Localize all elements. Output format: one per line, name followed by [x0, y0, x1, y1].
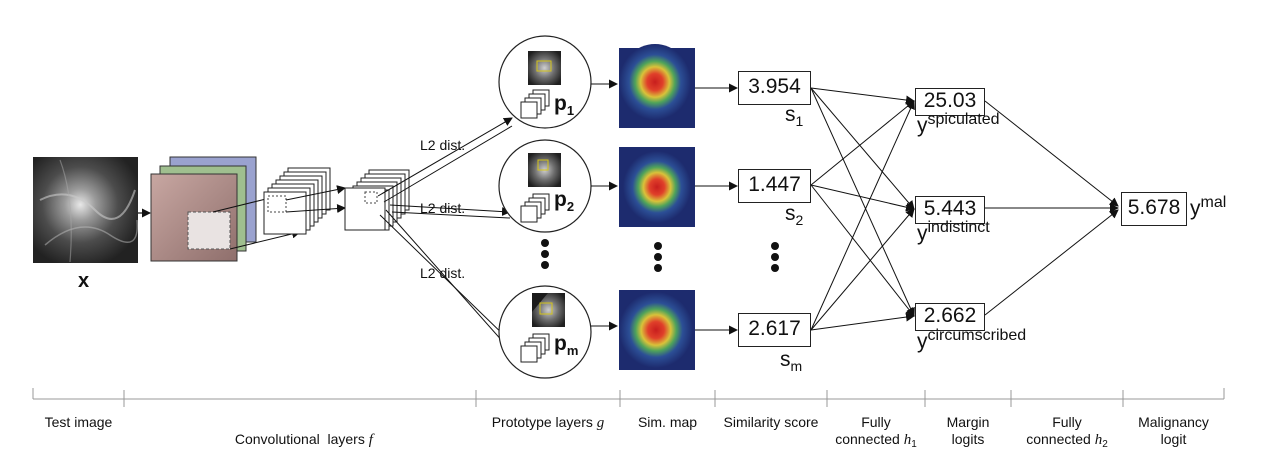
fc-h2-connections — [984, 100, 1119, 316]
conv-feature-stack-1 — [263, 167, 331, 235]
fc-h1-connections — [810, 87, 915, 331]
proto-to-map-arrows — [591, 79, 618, 331]
prototype-label-2: p2 — [554, 188, 575, 214]
similarity-score-symbol-1: s1 — [785, 103, 804, 129]
prototype-unit-1 — [498, 35, 592, 129]
margin-logit-box-circumscribed: 2.662 — [915, 303, 985, 331]
l2-distance-label-2: L2 dist. — [420, 200, 466, 216]
similarity-score-symbol-2: s2 — [785, 202, 804, 228]
stage-fully-connected-h2: Fully connected h2 — [1026, 414, 1108, 450]
prototype-label-1: p1 — [554, 92, 575, 118]
margin-logit-box-indistinct: 5.443 — [915, 196, 985, 224]
similarity-score-symbol-m: sm — [780, 348, 803, 374]
test-image — [33, 157, 138, 263]
stage-similarity-score: Similarity score — [723, 414, 819, 430]
l2-distance-label-3: L2 dist. — [420, 265, 466, 281]
stage-convolutional-layers: Convolutional layers f — [234, 431, 373, 448]
stage-malignancy-logit: Malignancy logit — [1138, 414, 1209, 447]
stage-bracket — [32, 388, 1225, 407]
stage-margin-logits: Margin logits — [946, 414, 990, 447]
l2-distance-label-1: L2 dist. — [420, 137, 466, 153]
conv-feature-stack-2 — [344, 169, 410, 231]
malignancy-logit-box: 5.678 — [1121, 192, 1187, 226]
prototype-unit-m — [498, 285, 592, 379]
similarity-map-1 — [619, 44, 695, 128]
prototype-label-m: pm — [554, 332, 579, 358]
malignancy-logit-symbol: ymal — [1190, 194, 1227, 220]
prototype-unit-2 — [498, 139, 592, 233]
ellipsis-dots — [541, 239, 779, 272]
margin-logit-symbol-spiculated: yspiculated — [917, 111, 1000, 137]
stage-test-image: Test image — [44, 414, 113, 430]
stage-prototype-layers: Prototype layers g — [491, 414, 605, 431]
similarity-map-m — [619, 290, 695, 370]
margin-logit-symbol-indistinct: yindistinct — [917, 219, 990, 245]
similarity-score-box-1: 3.954 — [738, 71, 811, 105]
stage-sim-map: Sim. map — [637, 414, 698, 430]
margin-logit-box-spiculated: 25.03 — [915, 88, 985, 116]
map-to-score-arrows — [695, 83, 738, 335]
similarity-score-box-m: 2.617 — [738, 313, 811, 347]
margin-logit-symbol-circumscribed: ycircumscribed — [917, 327, 1027, 353]
stage-fully-connected-h1: Fully connected h1 — [835, 414, 917, 450]
input-feature-maps — [150, 156, 257, 262]
input-label: x — [78, 270, 90, 292]
similarity-score-box-2: 1.447 — [738, 169, 811, 203]
l2-distance-arrows — [377, 117, 513, 353]
similarity-map-2 — [619, 147, 695, 227]
